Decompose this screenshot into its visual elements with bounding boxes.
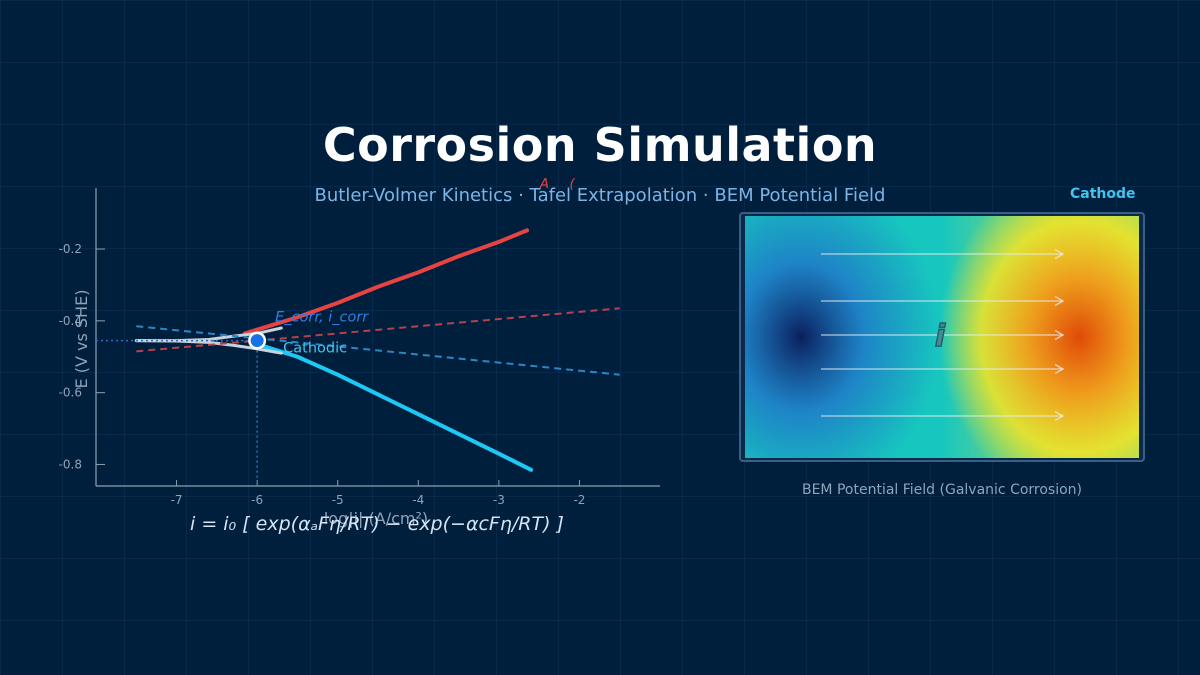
x-tick-label: -4 (412, 493, 424, 507)
x-tick-label: -3 (493, 493, 505, 507)
current-flow-arrowhead (1054, 410, 1065, 422)
bem-caption: BEM Potential Field (Galvanic Corrosion) (801, 482, 1083, 498)
current-symbol: i (935, 319, 946, 354)
anodic-tafel-line (136, 307, 620, 353)
ecorr-annotation: E_corr, i_corr (275, 310, 369, 326)
bem-potential-panel: i (739, 212, 1145, 462)
current-flow-arrowhead (1054, 248, 1065, 260)
heatmap-cathode-region (745, 216, 1139, 458)
x-tick-label: -5 (332, 493, 344, 507)
y-axis-label: E (V vs SHE) (72, 290, 91, 389)
y-tick-label: -0.4 (59, 314, 82, 328)
butler-volmer-equation: i = i₀ [ exp(αₐFη/RT) − exp(−αcFη/RT) ] (190, 513, 564, 535)
corrosion-point (250, 334, 264, 348)
cathodic-curve (255, 342, 534, 472)
cathode-tag: Cathode (1070, 186, 1136, 202)
current-flow-arrowhead (1054, 363, 1065, 375)
x-tick-label: -7 (171, 493, 183, 507)
y-tick-label: -0.6 (59, 386, 82, 400)
cathodic-tafel-line (136, 325, 620, 376)
anodic-curve (243, 228, 530, 336)
page-subtitle: Butler-Volmer Kinetics · Tafel Extrapola… (314, 185, 886, 206)
current-flow-arrowhead (1054, 295, 1065, 307)
current-flow-arrowhead (1054, 329, 1065, 341)
y-tick-label: -0.2 (59, 242, 82, 256)
bem-heatmap: i (745, 216, 1139, 458)
anodic-annotation-clipped: A ( (539, 177, 591, 192)
page-title: Corrosion Simulation (322, 118, 878, 172)
y-tick-label: -0.8 (59, 457, 82, 471)
cathodic-annotation: Cathodic (283, 341, 347, 357)
x-tick-label: -2 (573, 493, 585, 507)
x-axis-label: log|i| (A/cm²) (324, 509, 428, 528)
x-tick-label: -6 (251, 493, 263, 507)
